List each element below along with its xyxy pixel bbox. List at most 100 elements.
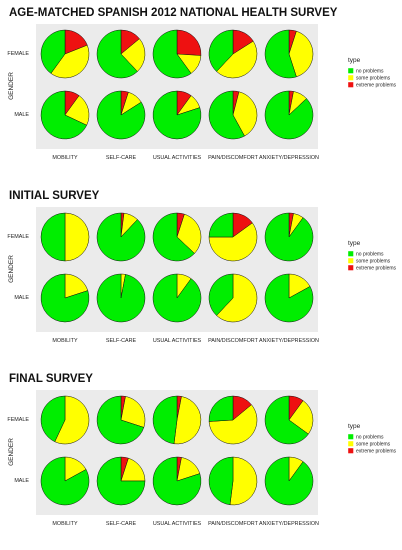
pie-slice-some-problems	[288, 30, 314, 78]
pie-male-4	[208, 90, 258, 140]
pie-male-2	[96, 456, 146, 506]
pie-slice-some-problems	[216, 40, 258, 79]
pie-slice-no-problems	[208, 90, 245, 140]
column-label: SELF-CARE	[106, 338, 137, 344]
pie-female-3	[152, 29, 202, 79]
pie-slice-no-problems	[152, 90, 202, 140]
pie-slice-no-problems	[208, 29, 234, 72]
column-label: ANXIETY/DEPRESSION	[259, 338, 319, 344]
legend-swatch	[347, 81, 354, 88]
legend-label: some problems	[356, 76, 391, 82]
pie-slice-no-problems	[40, 212, 66, 262]
chart-title: FINAL SURVEY	[9, 373, 93, 385]
column-label: PAIN/DISCOMFORT	[208, 521, 259, 527]
pie-slice-no-problems	[208, 212, 234, 238]
pie-slice-no-problems	[40, 90, 88, 140]
legend-swatch	[347, 250, 354, 257]
pie-slice-no-problems	[208, 395, 234, 422]
pie-slice-no-problems	[96, 212, 146, 262]
pie-slice-no-problems	[264, 395, 309, 445]
column-label: ANXIETY/DEPRESSION	[259, 521, 319, 527]
column-label: PAIN/DISCOMFORT	[208, 155, 259, 161]
legend-label: some problems	[356, 442, 391, 448]
pie-female-1	[40, 212, 90, 262]
pie-female-1	[40, 29, 90, 79]
legend-title: type	[348, 423, 361, 430]
pie-slice-no-problems	[96, 90, 146, 140]
pie-slice-some-problems	[173, 396, 202, 445]
legend-swatch	[347, 264, 354, 271]
pie-slice-no-problems	[152, 395, 178, 445]
pie-slice-no-problems	[264, 212, 314, 262]
pie-male-2	[96, 273, 146, 323]
pie-slice-some-problems	[120, 396, 146, 428]
pie-female-3	[152, 212, 202, 262]
legend-label: no problems	[356, 69, 384, 75]
legend-label: extreme problems	[356, 83, 397, 89]
pie-female-2	[96, 29, 146, 79]
pie-slice-some-problems	[232, 91, 258, 137]
column-label: USUAL ACTIVITIES	[153, 155, 202, 161]
pie-slice-some-problems	[208, 404, 258, 445]
pie-slice-no-problems	[96, 456, 146, 506]
pie-slice-some-problems	[288, 400, 314, 435]
legend-label: extreme problems	[356, 266, 397, 272]
pie-male-2	[96, 90, 146, 140]
legend-title: type	[348, 57, 361, 64]
pie-slice-some-problems	[50, 44, 90, 79]
column-label: ANXIETY/DEPRESSION	[259, 155, 319, 161]
legend-label: no problems	[356, 252, 384, 258]
pie-male-5	[264, 456, 314, 506]
row-label-male: MALE	[14, 478, 29, 484]
legend-title: type	[348, 240, 361, 247]
column-label: SELF-CARE	[106, 155, 137, 161]
pie-slice-no-problems	[208, 456, 234, 506]
row-label-female: FEMALE	[7, 234, 29, 240]
chart-section-2: INITIAL SURVEY GENDER FEMALE MALE MOBILITY SE…	[7, 190, 396, 344]
row-label-female: FEMALE	[7, 417, 29, 423]
chart-section-3: FINAL SURVEY GENDER FEMALE MALE MOBILITY SELF…	[7, 373, 396, 527]
chart-title: INITIAL SURVEY	[9, 190, 100, 202]
y-axis-title: GENDER	[8, 255, 15, 283]
pie-slice-no-problems	[208, 273, 234, 316]
pie-slice-no-problems	[264, 90, 314, 140]
pie-female-5	[264, 212, 314, 262]
pie-male-4	[208, 273, 258, 323]
pie-female-4	[208, 395, 258, 445]
pie-male-1	[40, 456, 90, 506]
pie-male-3	[152, 90, 202, 140]
legend-swatch	[347, 447, 354, 454]
pie-slice-no-problems	[264, 456, 314, 506]
row-label-female: FEMALE	[7, 51, 29, 57]
pie-slice-some-problems	[64, 212, 90, 262]
row-label-male: MALE	[14, 295, 29, 301]
pie-female-1	[40, 395, 90, 445]
legend-label: extreme problems	[356, 449, 397, 455]
pie-slice-some-problems	[208, 222, 258, 262]
pie-slice-extreme-problems	[176, 29, 202, 56]
legend-swatch	[347, 433, 354, 440]
chart-section-1: AGE-MATCHED SPANISH 2012 NATIONAL HEALTH…	[7, 7, 396, 161]
column-label: USUAL ACTIVITIES	[153, 338, 202, 344]
legend-swatch	[347, 440, 354, 447]
pie-slice-no-problems	[40, 273, 90, 323]
y-axis-title: GENDER	[8, 438, 15, 466]
pie-slice-no-problems	[152, 273, 202, 323]
pie-male-5	[264, 90, 314, 140]
column-label: USUAL ACTIVITIES	[153, 521, 202, 527]
pie-female-2	[96, 395, 146, 445]
pie-slice-some-problems	[120, 38, 146, 72]
pie-slice-some-problems	[176, 213, 202, 254]
pie-slice-no-problems	[264, 29, 297, 79]
pie-female-3	[152, 395, 202, 445]
column-label: MOBILITY	[52, 521, 78, 527]
pie-female-5	[264, 395, 314, 445]
pie-male-4	[208, 456, 258, 506]
pie-slice-some-problems	[54, 395, 90, 445]
pie-slice-some-problems	[229, 456, 258, 506]
pie-slice-no-problems	[40, 456, 90, 506]
